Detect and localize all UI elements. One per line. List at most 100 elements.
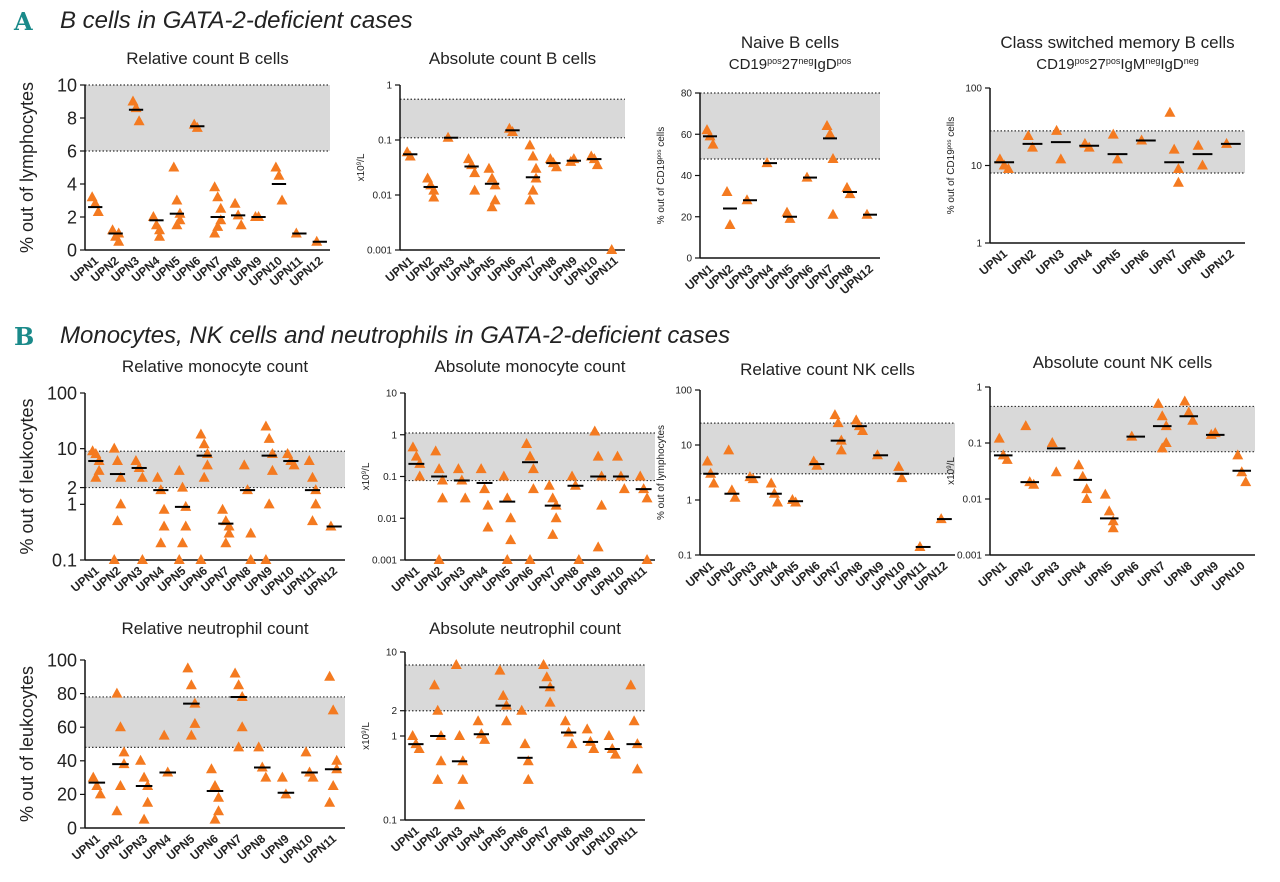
data-point (618, 483, 630, 494)
y-tick-label: 4 (67, 174, 77, 194)
text-run: /L (356, 153, 367, 162)
data-point (516, 704, 528, 715)
data-point (591, 159, 603, 170)
text-run: % out of leukocytes (17, 398, 37, 554)
data-point (324, 796, 336, 807)
y-tick-label: 1 (976, 239, 982, 250)
data-point (844, 188, 856, 199)
data-point (428, 679, 440, 690)
data-point (260, 554, 272, 564)
x-tick-label: UPN6 (1118, 246, 1152, 278)
data-point (307, 515, 318, 526)
data-point (631, 763, 643, 774)
y-tick-label: 8 (67, 108, 77, 128)
data-point (469, 167, 481, 178)
data-point (1152, 397, 1164, 408)
chart-title: Relative neutrophil count (121, 619, 308, 638)
y-axis-label: % out of leukocytes (17, 666, 37, 822)
text-run: x10 (356, 165, 367, 182)
text-run: IgD (813, 56, 837, 73)
chart-title: Absolute neutrophil count (429, 619, 621, 638)
data-point (238, 459, 250, 470)
superscript: pos (657, 150, 663, 160)
y-tick-label: 100 (47, 383, 77, 403)
chart-panel: 0.1 1 10 100 % out of lymphocytes Relative co… (656, 360, 955, 594)
data-point (566, 470, 578, 481)
data-point (641, 554, 653, 564)
superscript: neg (1145, 56, 1160, 66)
data-point (544, 696, 556, 707)
data-point (171, 219, 183, 230)
data-point (233, 679, 245, 690)
data-point (707, 138, 719, 149)
data-point (168, 161, 180, 172)
data-point (430, 445, 442, 456)
data-point (263, 432, 275, 443)
data-point (87, 771, 99, 782)
data-point (229, 667, 241, 678)
data-point (701, 455, 713, 466)
x-tick-label: UPN12 (1198, 246, 1237, 282)
data-point (413, 743, 425, 754)
data-point (266, 464, 278, 475)
data-point (994, 153, 1006, 164)
x-tick-label: UPN4 (1062, 246, 1096, 278)
x-tick-label: UPN7 (1135, 558, 1169, 590)
data-point (479, 483, 491, 494)
text-run: % out of lymphocytes (17, 82, 37, 253)
data-point (1156, 410, 1168, 421)
text-run: CD19 (1036, 56, 1074, 73)
chart-subtitle: CD19pos27negIgDpos (729, 56, 852, 73)
chart-panel: 0.1 12 10 100 % out of leukocytes Relative mo… (17, 357, 345, 599)
x-tick-label: UPN4 (1055, 558, 1089, 590)
data-point (527, 184, 539, 195)
data-point (721, 186, 733, 196)
data-point (404, 150, 416, 161)
data-point (303, 455, 315, 466)
x-tick-label: UPN8 (1161, 558, 1195, 590)
text-run: /L (946, 457, 957, 466)
data-point (625, 679, 637, 690)
data-point (1022, 130, 1034, 141)
y-tick-label: 2 (391, 706, 397, 717)
superscript: 9 (947, 465, 953, 469)
data-point (1050, 466, 1062, 477)
data-point (1107, 128, 1119, 139)
data-point (1160, 437, 1172, 447)
y-tick-label: 0.01 (373, 191, 393, 202)
data-point (498, 470, 510, 481)
data-point (114, 721, 126, 732)
data-point (475, 463, 487, 474)
data-point (136, 554, 148, 564)
y-tick-label: 10 (57, 75, 77, 95)
data-point (108, 554, 120, 564)
superscript: 9 (357, 161, 363, 165)
data-point (270, 161, 282, 172)
y-tick-label: 0.1 (52, 550, 77, 570)
y-tick-label: 0.001 (957, 551, 982, 562)
chart-title: Naive B cells (741, 33, 839, 52)
data-point (154, 224, 166, 235)
data-point (527, 463, 539, 474)
data-point (213, 805, 225, 816)
y-tick-label: 60 (681, 130, 693, 141)
data-point (407, 441, 419, 452)
data-point (428, 184, 440, 195)
data-point (1028, 478, 1040, 489)
text-run: 27 (782, 56, 799, 73)
data-point (133, 115, 145, 126)
data-point (213, 791, 225, 802)
data-point (112, 515, 123, 526)
data-point (195, 554, 207, 564)
data-point (723, 444, 735, 455)
data-point (547, 528, 559, 539)
text-run: cells (946, 117, 957, 140)
data-point (300, 746, 312, 757)
data-point (138, 813, 150, 824)
data-point (726, 484, 738, 495)
y-tick-label: 0.001 (367, 246, 392, 257)
data-point (1027, 141, 1038, 152)
data-point (327, 704, 339, 715)
y-tick-label: 2 (67, 478, 77, 498)
data-point (171, 194, 183, 205)
